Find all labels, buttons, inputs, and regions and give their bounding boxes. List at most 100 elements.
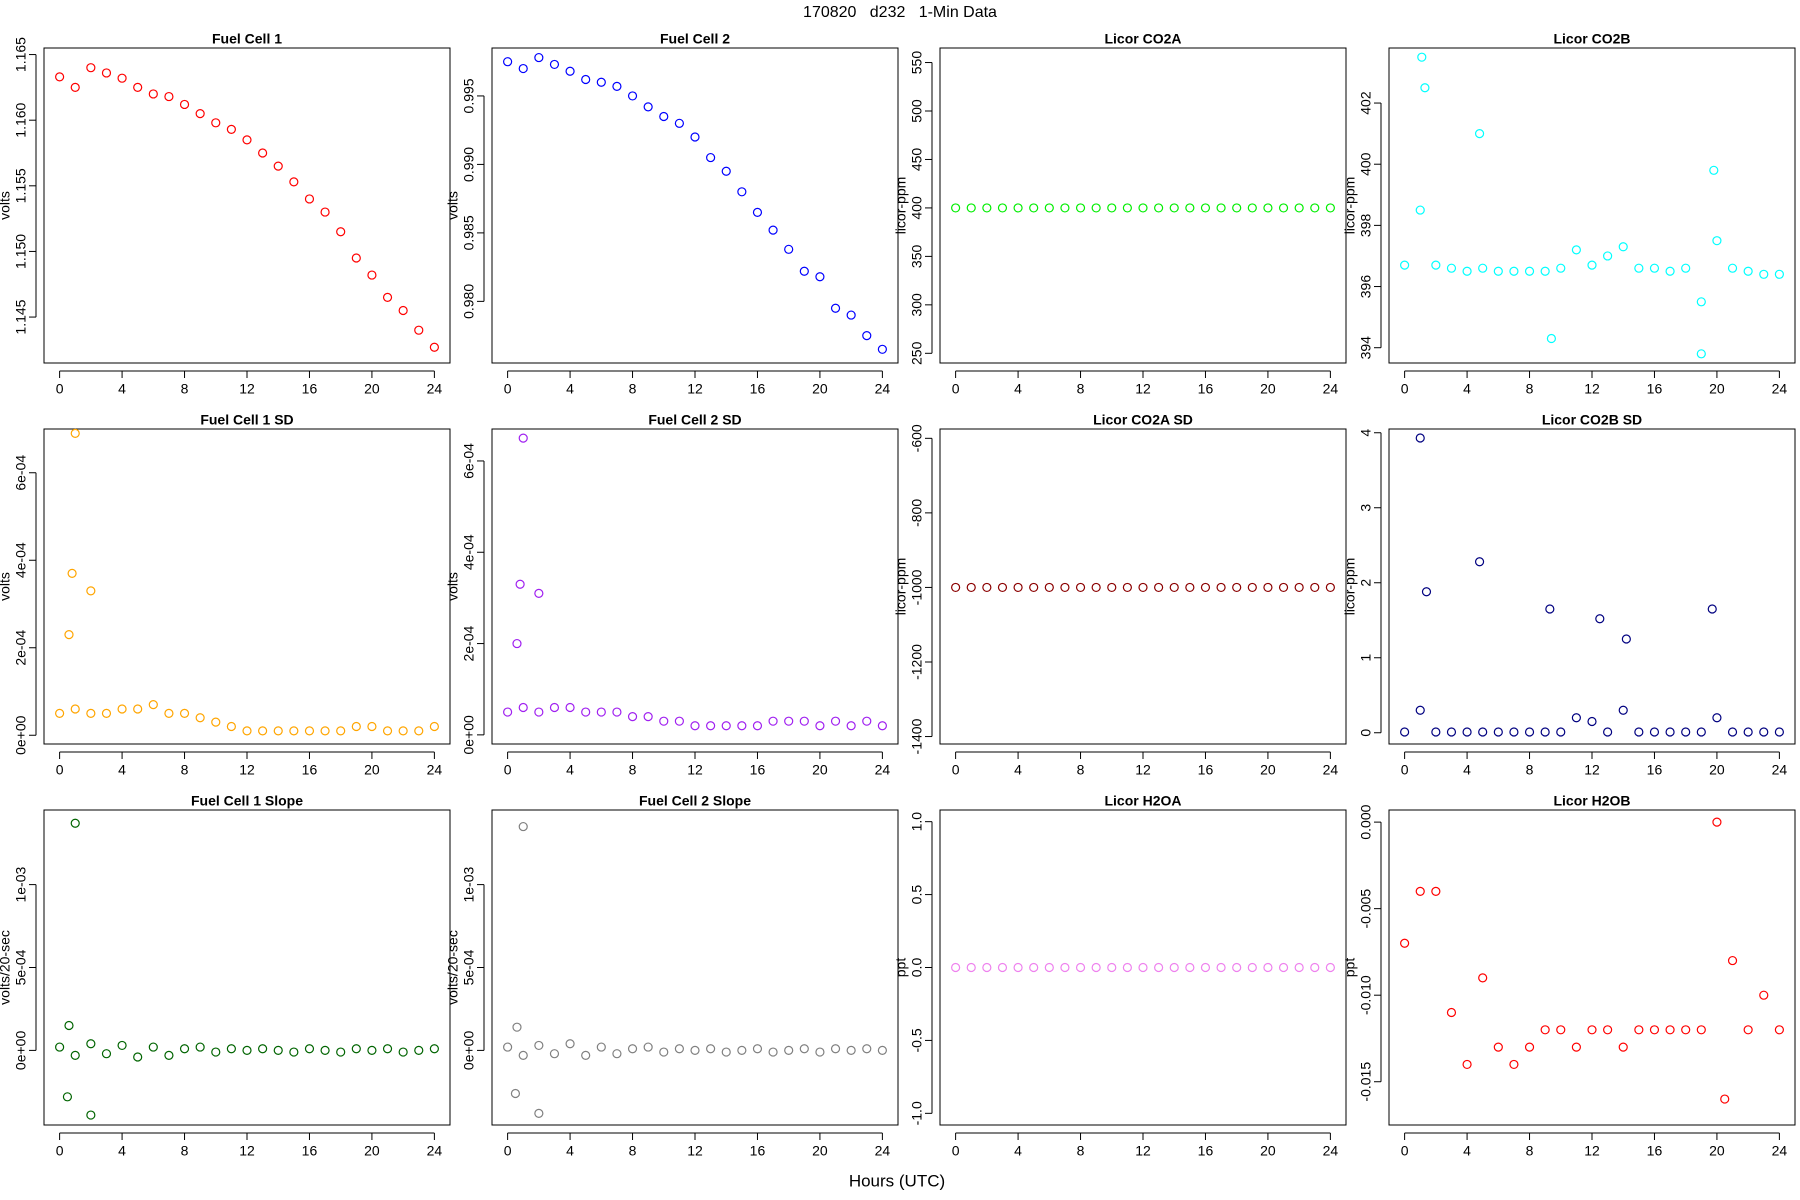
point — [1474, 129, 1485, 139]
point — [706, 152, 716, 163]
point — [1665, 1025, 1675, 1035]
point — [1091, 962, 1101, 973]
point — [195, 1042, 205, 1052]
point — [1029, 203, 1039, 213]
point — [862, 331, 872, 341]
x-tick-label: 12 — [1584, 381, 1600, 397]
point — [211, 1047, 221, 1057]
panel-title: Licor H2OA — [1104, 793, 1181, 809]
point — [226, 124, 236, 134]
y-tick-label: -1.0 — [909, 1101, 925, 1125]
point — [117, 704, 127, 714]
point — [304, 726, 315, 736]
y-tick-label: 0.995 — [461, 78, 477, 113]
point — [62, 1092, 73, 1102]
point — [1462, 727, 1472, 737]
point — [690, 1045, 700, 1055]
point — [1446, 1007, 1457, 1018]
point — [862, 1044, 872, 1054]
point — [164, 708, 174, 718]
point — [429, 1044, 439, 1054]
point — [1603, 727, 1613, 737]
point — [258, 1044, 268, 1054]
x-tick-label: 20 — [1709, 1143, 1725, 1159]
point — [1618, 705, 1628, 715]
x-tick-label: 16 — [1647, 1143, 1663, 1159]
point — [1294, 962, 1304, 973]
point — [1665, 727, 1675, 737]
point — [101, 1049, 112, 1059]
point — [982, 582, 992, 593]
point — [1185, 203, 1195, 213]
point — [351, 1044, 361, 1054]
y-tick-label: -800 — [909, 499, 925, 527]
point — [258, 726, 268, 736]
y-tick-label: 1.145 — [13, 299, 29, 334]
point — [414, 726, 424, 736]
x-tick-label: 12 — [1584, 1143, 1600, 1159]
y-tick-label: 1.0 — [909, 812, 925, 832]
y-tick-label: 5e-04 — [461, 949, 477, 985]
y-tick-label: 394 — [1358, 336, 1374, 360]
y-tick-label: -1400 — [909, 718, 925, 754]
point — [534, 707, 544, 717]
y-axis-label: licor-ppm — [1342, 177, 1358, 235]
panel-title: Licor CO2B SD — [1542, 412, 1642, 428]
x-tick-label: 0 — [504, 381, 512, 397]
point — [1556, 727, 1566, 737]
x-tick-label: 8 — [1526, 762, 1534, 778]
x-tick-label: 0 — [504, 762, 512, 778]
point — [596, 77, 606, 87]
point — [1546, 333, 1557, 344]
y-axis-label: volts — [445, 572, 461, 601]
point — [534, 1108, 544, 1118]
plot-frame — [43, 809, 451, 1126]
point — [351, 253, 361, 263]
point — [534, 588, 544, 598]
point — [320, 207, 330, 217]
x-tick-label: 16 — [750, 381, 766, 397]
plot-frame — [939, 47, 1347, 364]
point — [133, 82, 143, 92]
y-axis-label: volts — [0, 572, 13, 601]
y-tick-label: 6e-04 — [461, 443, 477, 479]
y-tick-label: 0e+00 — [13, 1031, 29, 1071]
x-tick-label: 24 — [427, 762, 443, 778]
point — [1727, 955, 1738, 966]
point — [1696, 1025, 1706, 1035]
point — [1247, 203, 1257, 213]
y-tick-label: -1200 — [909, 644, 925, 680]
x-tick-label: 16 — [750, 1143, 766, 1159]
x-tick-label: 20 — [812, 381, 828, 397]
point — [1681, 727, 1691, 737]
x-tick-label: 12 — [239, 381, 255, 397]
x-tick-label: 0 — [1401, 381, 1409, 397]
point — [1681, 1025, 1691, 1035]
point — [1774, 1025, 1784, 1035]
point — [429, 342, 439, 352]
point — [534, 1040, 544, 1051]
point — [429, 721, 439, 732]
point — [997, 962, 1008, 973]
point — [1524, 266, 1535, 276]
x-tick-label: 4 — [118, 381, 126, 397]
point — [1720, 1094, 1730, 1104]
point — [512, 1022, 522, 1032]
point — [414, 325, 424, 335]
point — [1278, 582, 1289, 593]
point — [117, 73, 127, 83]
y-tick-label: -0.015 — [1358, 1062, 1374, 1102]
point — [1263, 582, 1273, 593]
point — [1013, 962, 1023, 973]
point — [1421, 587, 1432, 597]
point — [997, 582, 1008, 593]
x-tick-label: 8 — [629, 762, 637, 778]
point — [768, 716, 778, 726]
panel-title: Licor H2OB — [1553, 793, 1630, 809]
x-tick-label: 12 — [687, 762, 703, 778]
point — [382, 1044, 393, 1054]
point — [320, 1045, 330, 1055]
point — [101, 68, 112, 78]
point — [1310, 582, 1320, 593]
